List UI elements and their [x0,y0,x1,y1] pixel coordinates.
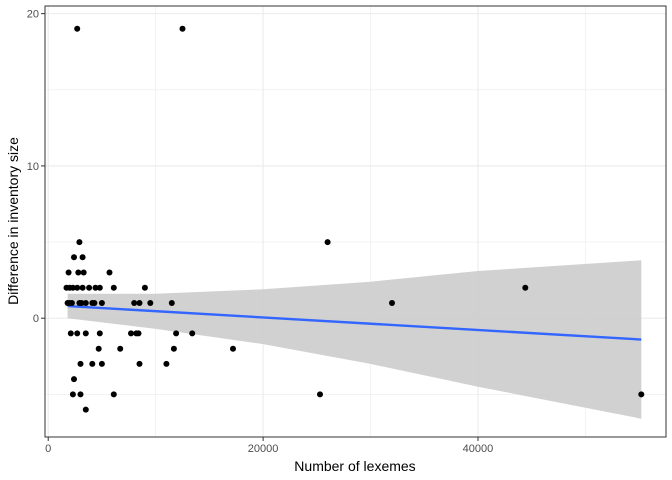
data-point [98,360,105,367]
data-point [173,330,180,337]
data-point [522,284,529,291]
data-point [179,25,186,32]
data-point [79,254,86,261]
data-point [91,300,98,306]
minor-gridlines [45,6,666,437]
data-point [141,284,148,291]
data-point [128,330,134,337]
data-point [76,239,83,246]
data-point [106,269,113,276]
data-point [74,284,81,291]
data-point [74,330,81,337]
x-axis-ticks: 0 20000 40000 [45,437,493,455]
data-point [71,254,77,261]
data-point [131,300,138,306]
x-tick-label: 40000 [463,443,494,455]
data-point [82,406,89,413]
y-tick-label: 0 [33,313,39,325]
data-point [75,269,82,276]
data-point [65,269,72,276]
data-point [638,391,645,398]
data-point [147,300,154,306]
data-point [136,360,143,367]
data-point [98,300,105,306]
panel-border [44,5,667,438]
data-point [96,330,103,337]
y-axis-title: Difference in inventory size [5,137,21,305]
data-point [110,284,117,291]
y-tick-label: 10 [27,161,39,173]
data-point [82,300,89,306]
data-point [67,330,74,337]
trend-line [67,304,642,341]
data-point [163,360,170,367]
data-point [68,300,75,306]
confidence-band-layer [67,260,642,419]
data-point [77,391,84,398]
data-point [82,330,89,337]
data-point [110,391,117,398]
data-point [89,360,96,367]
data-point [136,300,143,306]
data-point [170,345,177,352]
data-point [71,376,77,383]
data-point [117,345,124,352]
data-point [86,284,93,291]
data-point [80,269,87,276]
trend-line-layer [67,304,642,341]
data-point [317,391,323,398]
data-point [96,284,103,291]
data-point [135,330,142,337]
data-point [389,300,395,306]
data-point [168,300,175,306]
data-point [74,25,81,32]
y-tick-label: 20 [27,9,39,21]
data-points-layer [63,25,645,413]
data-point [230,345,236,352]
confidence-band [67,260,642,419]
data-point [189,330,196,337]
data-point [69,391,76,398]
data-point [95,345,102,352]
y-axis-ticks: 0 10 20 [27,9,45,325]
x-tick-label: 20000 [248,443,279,455]
data-point [78,300,85,306]
data-point [79,284,86,291]
data-point [324,239,331,246]
x-axis-title: Number of lexemes [294,458,415,474]
data-point [69,284,76,291]
data-point [77,360,84,367]
data-point [92,284,99,291]
x-tick-label: 0 [45,443,51,455]
